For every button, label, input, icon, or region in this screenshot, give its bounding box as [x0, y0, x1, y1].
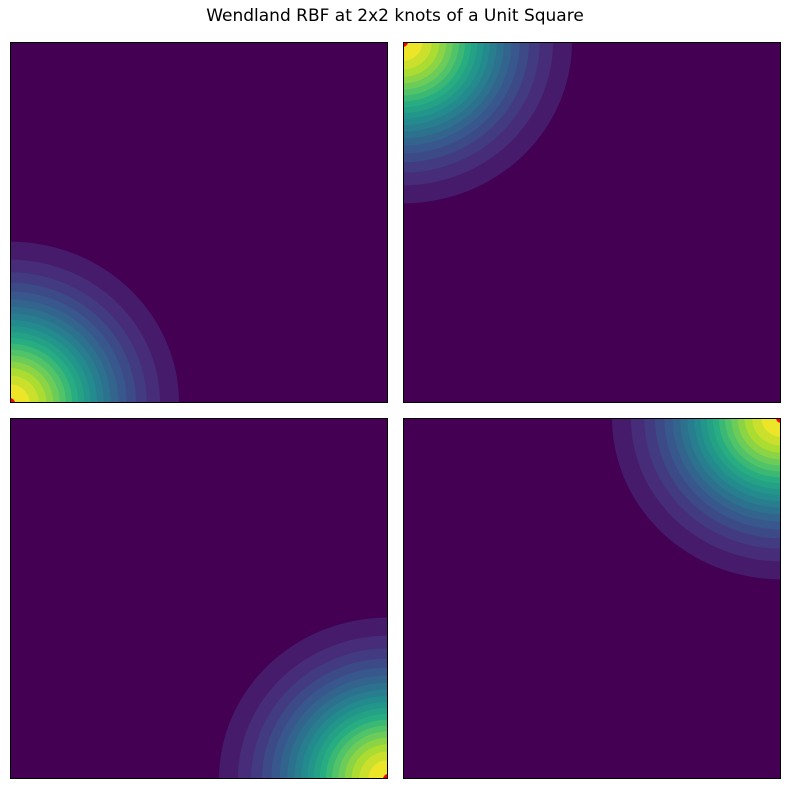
contour-band [403, 42, 423, 61]
contour-band [761, 418, 781, 437]
knot-marker [10, 398, 15, 403]
knot-marker [383, 774, 388, 779]
figure-title: Wendland RBF at 2x2 knots of a Unit Squa… [206, 6, 584, 26]
contour-plot [403, 42, 781, 403]
axes-frame [403, 418, 781, 779]
contour-band [368, 760, 388, 779]
axes-frame [10, 42, 388, 403]
subplot-bottom-left [10, 418, 388, 779]
contour-plot [10, 418, 388, 779]
subplot-top-right [403, 42, 781, 403]
axes-frame [10, 418, 388, 779]
knot-marker [403, 42, 408, 47]
axes-frame [403, 42, 781, 403]
contour-plot [403, 418, 781, 779]
subplot-bottom-right [403, 418, 781, 779]
contour-plot [10, 42, 388, 403]
knot-marker [776, 418, 781, 423]
subplot-top-left [10, 42, 388, 403]
contour-band [10, 384, 30, 403]
